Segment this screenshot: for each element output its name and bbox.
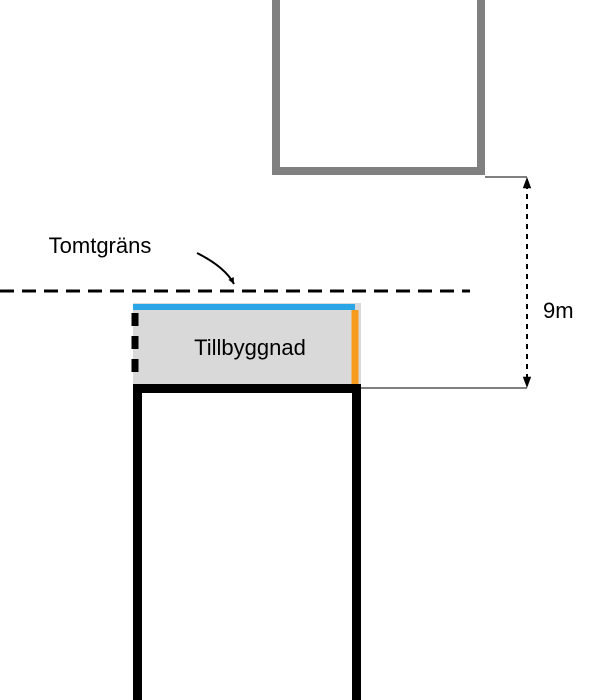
dimension-arrow-top (523, 177, 531, 188)
main-building (138, 389, 357, 700)
boundary-label: Tomtgräns (49, 233, 152, 258)
dimension-arrow-bottom (523, 377, 531, 388)
distance-label: 9m (543, 298, 574, 323)
boundary-label-arrow (197, 253, 234, 284)
neighbor-building (276, 0, 481, 171)
extension-label: Tillbyggnad (194, 335, 306, 360)
